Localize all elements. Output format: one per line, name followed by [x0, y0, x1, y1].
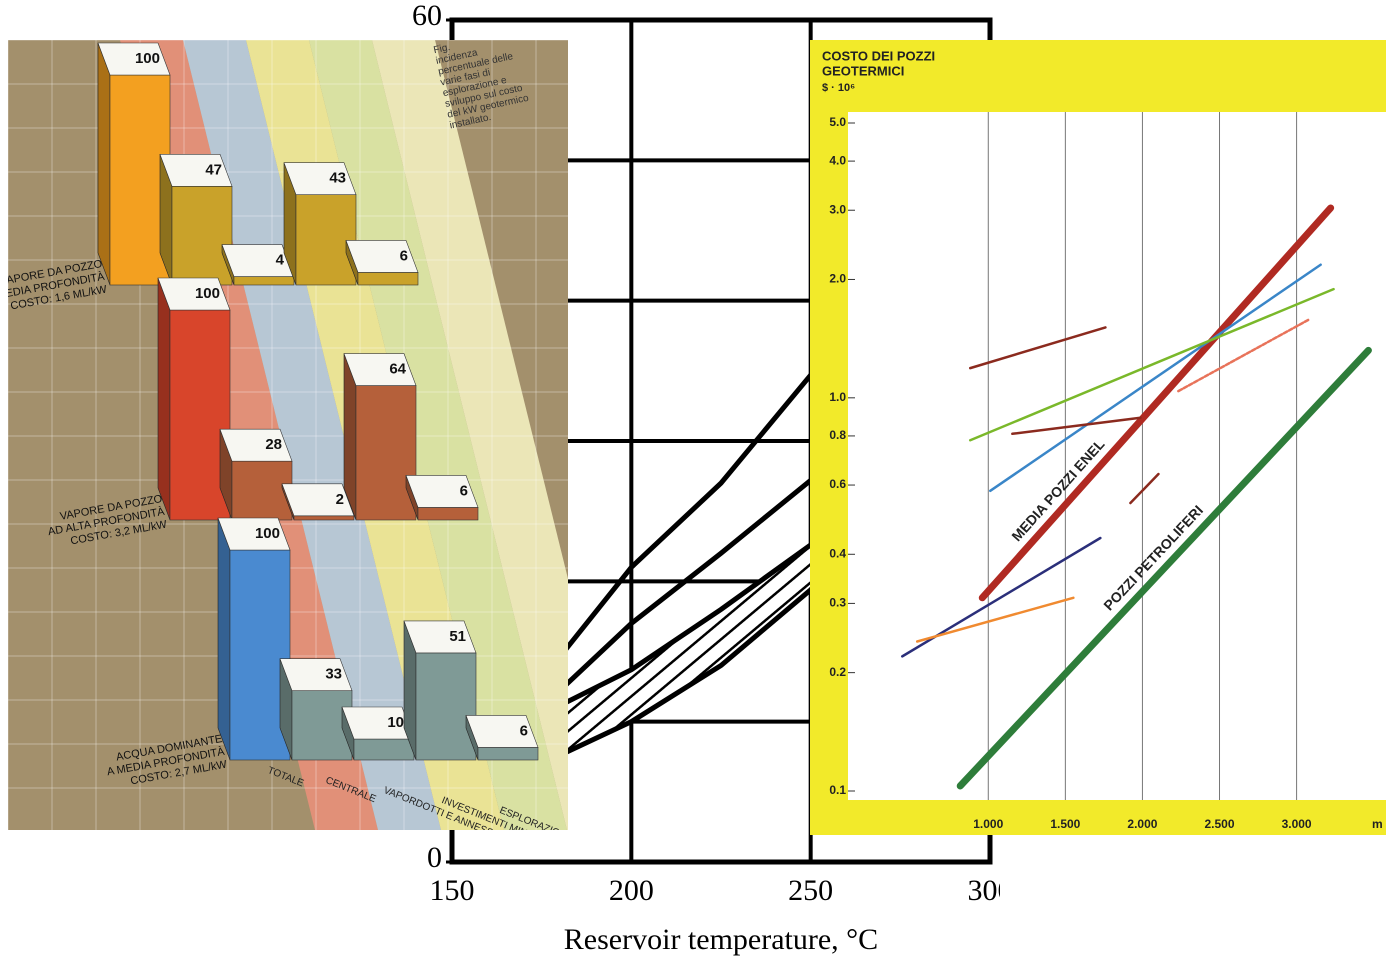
value-label: 28 — [265, 436, 282, 453]
value-label: 2 — [336, 491, 344, 508]
value-label: 6 — [400, 247, 408, 264]
collage: Reservoir temperature, °C150200250300060… — [0, 0, 1386, 963]
y-tick-label: 0.8 — [829, 428, 846, 442]
x-tick-label: 2.500 — [1204, 817, 1234, 831]
chart-title: GEOTERMICI — [822, 63, 904, 78]
value-label: 4 — [276, 252, 285, 269]
bar — [358, 272, 418, 285]
y-tick-label: 1.0 — [829, 390, 846, 404]
y-tick-label: 60 — [412, 0, 442, 32]
y-tick-label: 4.0 — [829, 153, 846, 167]
value-label: 47 — [205, 161, 222, 178]
value-label: 100 — [135, 50, 160, 67]
bar-side — [158, 278, 170, 520]
x-tick-label: 250 — [788, 874, 833, 907]
bar — [416, 653, 476, 760]
x-tick-label: 1.000 — [973, 817, 1003, 831]
x-tick-label: 2.000 — [1127, 817, 1157, 831]
y-tick-label: 0.4 — [829, 546, 846, 560]
page: {"chart_data": [ {"type": "bar3d", "capt… — [0, 0, 1386, 963]
x-tick-label: 1.500 — [1050, 817, 1080, 831]
x-tick-label: 200 — [609, 874, 654, 907]
bar — [418, 507, 478, 520]
bar-side — [218, 518, 230, 760]
y-tick-label: 5.0 — [829, 115, 846, 129]
plot-area — [848, 112, 1386, 800]
bar — [234, 277, 294, 285]
bar-side — [98, 43, 110, 285]
x-axis-label: Reservoir temperature, °C — [564, 923, 878, 956]
bar — [354, 739, 414, 760]
value-label: 33 — [325, 666, 342, 683]
y-tick-label: 2.0 — [829, 272, 846, 286]
bar — [478, 747, 538, 760]
value-label: 43 — [329, 170, 346, 187]
bar — [172, 186, 232, 285]
chart-title: COSTO DEI POZZI — [822, 48, 935, 63]
x-tick-label: 300 — [968, 874, 1013, 907]
y-tick-label: 0.3 — [829, 596, 846, 610]
x-tick-label: 3.000 — [1282, 817, 1312, 831]
x-tick-label: 150 — [430, 874, 475, 907]
value-label: 10 — [387, 714, 404, 731]
value-label: 6 — [520, 722, 528, 739]
y-axis-label: $ · 10⁶ — [822, 82, 855, 94]
bar — [356, 386, 416, 520]
y-tick-label: 0.2 — [829, 665, 846, 679]
y-tick-label: 0.1 — [829, 783, 846, 797]
y-tick-label: 0 — [427, 841, 442, 874]
value-label: 100 — [255, 525, 280, 542]
y-tick-label: 0.6 — [829, 477, 846, 491]
value-label: 64 — [389, 361, 406, 378]
value-label: 6 — [460, 482, 468, 499]
value-label: 100 — [195, 285, 220, 302]
y-tick-label: 3.0 — [829, 202, 846, 216]
bar — [294, 516, 354, 520]
value-label: 51 — [449, 628, 466, 645]
bar — [296, 195, 356, 285]
x-axis-label: m — [1372, 817, 1383, 831]
